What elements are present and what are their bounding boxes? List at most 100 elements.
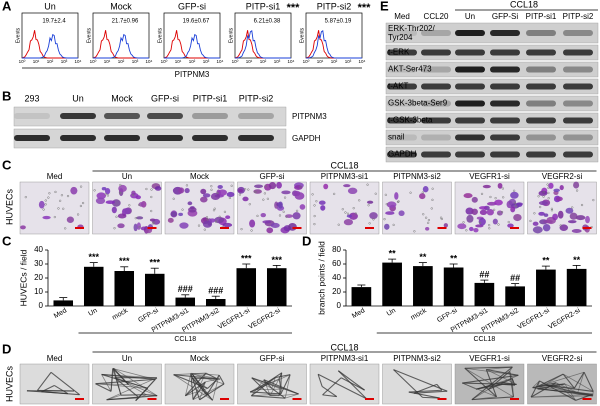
tube [322,377,342,396]
tube [139,394,147,399]
cell [179,222,189,229]
cell [249,219,256,228]
cell [202,193,211,198]
pore [514,204,518,207]
pore [409,191,412,194]
flow-title: Mock [110,1,132,11]
tube [36,372,52,391]
pore [145,187,148,191]
pore [254,190,257,194]
flow-plot-frame [21,12,79,59]
significance: ### [208,286,223,296]
flow-value: 21.7±0.96 [112,19,139,25]
pore [547,197,550,200]
cell [510,191,519,199]
panel-letter: C [2,157,12,172]
pore [580,203,584,207]
cell [260,212,266,218]
cell [262,220,272,224]
y-axis-label: Events [228,27,234,43]
lane-label: Mock [111,93,133,103]
blot-band [387,151,417,158]
cell [184,187,190,194]
tube [113,367,129,385]
cell [471,208,478,215]
blot-band [526,30,556,36]
blot-band [104,135,140,141]
tube [317,374,323,387]
y-axis-label: Events [299,27,305,43]
x-tick-label: 10³ [345,59,352,64]
cell [178,187,185,194]
cell [122,207,131,215]
cell [559,224,569,231]
cell [369,212,378,220]
cell [266,227,274,234]
bar [566,268,587,306]
blot-band [238,113,274,119]
blot-band [60,113,96,119]
x-tick-label: 10³ [274,59,281,64]
blot-band [147,135,183,141]
tube [271,387,286,399]
blot-band [421,134,451,141]
significance: ** [450,253,458,263]
x-tick-label: GFP-si [436,307,459,324]
group-label: CCL18 [330,342,358,352]
pore [501,187,505,190]
cell [482,184,491,189]
pore [138,225,141,229]
image-label: VEGFR2-si [542,172,583,181]
tube [251,377,272,389]
pore [366,183,369,186]
blot-band [421,30,451,36]
y-tick-label: 30 [34,259,43,268]
x-tick-label: 10⁴ [146,59,153,64]
cell [38,200,45,209]
cell [385,211,395,215]
pore [547,186,550,189]
pore [137,203,141,206]
pore [205,216,209,219]
cell [225,215,231,219]
cell [398,210,405,217]
pore [213,207,216,210]
cell [419,193,426,200]
tube [263,379,273,389]
cell [343,218,353,226]
cell [178,212,183,217]
pore [537,195,540,198]
cell [323,183,329,190]
blot-band [455,83,485,90]
pore [203,228,206,231]
panel-letter: D [302,233,311,248]
cell [571,229,582,233]
scale-bar [510,227,519,229]
row-label: t-GSK-3beta [388,116,433,125]
pore [54,190,57,194]
cell [131,190,136,196]
cell [111,199,121,207]
cell [210,192,221,200]
blot-band [192,135,228,141]
pore [478,221,482,225]
cell [188,206,197,213]
flow-plot-frame [163,12,221,59]
tube [192,373,221,380]
bar [114,271,135,306]
lane-label: GFP-si [151,93,179,103]
tube [564,383,575,389]
cell [555,196,563,202]
pore [266,197,270,200]
pore [172,197,175,200]
pore [313,204,316,207]
cell [70,186,78,195]
tube [280,374,291,395]
blot-band [490,100,520,107]
pore [498,212,501,216]
tube [537,383,565,390]
tube [54,384,69,395]
blot-band [526,100,556,107]
x-tick-label: 10² [260,59,267,64]
pore [250,229,253,232]
